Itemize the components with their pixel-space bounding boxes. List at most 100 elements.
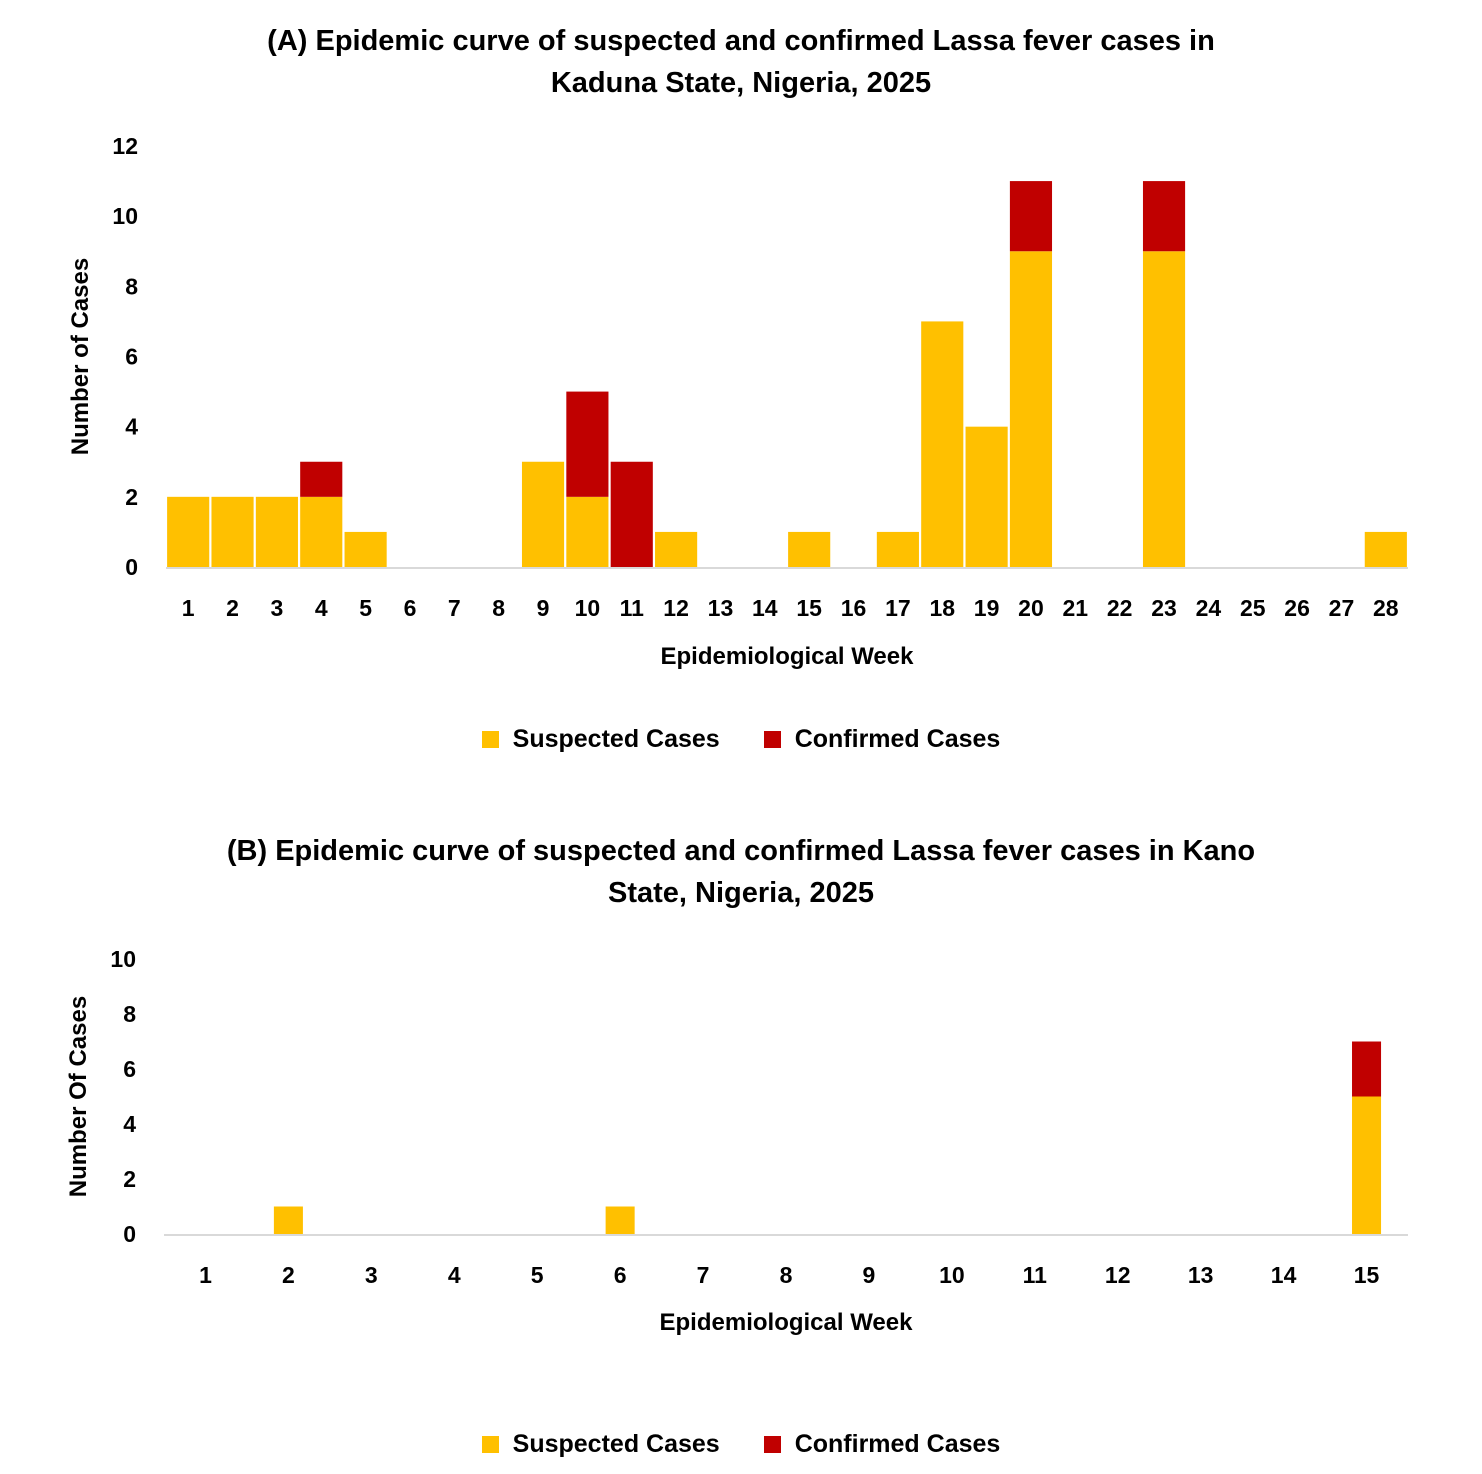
bar-suspected [344,531,387,567]
x-tick-label: 2 [226,595,239,621]
x-tick-label: 28 [1373,595,1399,621]
bar-suspected [876,531,919,567]
x-tick-label: 3 [365,1262,378,1288]
chart-b-legend: Suspected Cases Confirmed Cases [0,1430,1482,1459]
legend-item-confirmed: Confirmed Cases [763,1430,1001,1459]
x-tick-label: 5 [359,595,372,621]
x-tick-label: 7 [697,1262,710,1288]
y-tick-label: 12 [112,133,138,159]
x-tick-label: 15 [1354,1262,1380,1288]
bar-suspected [921,321,964,567]
chart-a-title-line-2: Kaduna State, Nigeria, 2025 [550,67,932,99]
x-tick-label: 8 [780,1262,793,1288]
bar-confirmed [1142,181,1186,252]
bar-suspected [273,1206,303,1234]
x-tick-label: 13 [1188,1262,1214,1288]
legend-swatch-confirmed [763,1436,781,1453]
chart-a-legend: Suspected Cases Confirmed Cases [0,725,1482,754]
x-tick-label: 14 [752,595,778,621]
x-tick-label: 10 [575,595,601,621]
legend-item-suspected: Suspected Cases [481,1430,720,1459]
x-tick-label: 23 [1151,595,1177,621]
chart-a-title-line-1: (A) Epidemic curve of suspected and conf… [267,25,1215,57]
x-tick-label: 24 [1196,595,1222,621]
bar-suspected [167,496,210,567]
bar-suspected [211,496,254,567]
x-tick-label: 15 [796,595,822,621]
x-tick-label: 26 [1284,595,1310,621]
legend-label-confirmed: Confirmed Cases [794,1430,1001,1458]
x-tick-label: 12 [1105,1262,1131,1288]
y-tick-label: 4 [125,414,138,440]
x-tick-label: 6 [614,1262,627,1288]
y-tick-label: 6 [123,1056,136,1082]
bar-suspected [1009,251,1053,567]
legend-swatch-suspected [481,731,499,748]
x-tick-label: 9 [863,1262,876,1288]
x-tick-label: 6 [404,595,417,621]
chart-b-title: (B) Epidemic curve of suspected and conf… [0,830,1482,914]
x-tick-label: 2 [282,1262,295,1288]
bar-suspected [1364,531,1407,567]
bar-suspected [655,531,698,567]
x-tick-label: 14 [1271,1262,1297,1288]
x-tick-label: 17 [885,595,911,621]
legend-item-suspected: Suspected Cases [481,725,720,754]
x-tick-label: 9 [537,595,550,621]
legend-item-confirmed: Confirmed Cases [763,725,1001,754]
legend-swatch-suspected [481,1436,499,1453]
bar-suspected [1142,251,1186,567]
bar-suspected [605,1206,635,1234]
x-tick-label: 5 [531,1262,544,1288]
x-tick-label: 1 [182,595,195,621]
y-tick-label: 10 [112,203,138,229]
x-tick-label: 4 [315,595,328,621]
legend-label-suspected: Suspected Cases [512,725,720,753]
bar-confirmed [1009,181,1053,252]
x-tick-label: 19 [974,595,1000,621]
x-axis-title: Epidemiological Week [660,1309,914,1336]
x-tick-label: 13 [708,595,734,621]
x-tick-label: 8 [492,595,505,621]
chart-b-title-line-1: (B) Epidemic curve of suspected and conf… [226,835,1256,867]
legend-label-suspected: Suspected Cases [512,1430,720,1458]
legend-swatch-confirmed [763,731,781,748]
bar-suspected [566,496,609,567]
bar-confirmed [610,461,653,567]
x-axis-title: Epidemiological Week [661,643,915,670]
bar-suspected [788,531,831,567]
x-tick-label: 16 [841,595,867,621]
y-tick-label: 8 [123,1001,136,1027]
x-tick-label: 7 [448,595,461,621]
y-tick-label: 0 [125,554,138,580]
y-tick-label: 6 [125,344,138,370]
bar-confirmed [300,461,343,497]
y-tick-label: 2 [123,1166,136,1192]
bar-suspected [1352,1096,1382,1234]
x-tick-label: 12 [663,595,689,621]
bar-suspected [965,426,1008,567]
x-tick-label: 1 [199,1262,212,1288]
x-tick-label: 11 [620,595,645,621]
x-tick-label: 4 [448,1262,461,1288]
x-tick-label: 3 [270,595,283,621]
x-tick-label: 18 [929,595,955,621]
bar-confirmed [1352,1041,1382,1097]
x-tick-label: 11 [1023,1262,1048,1288]
bar-suspected [300,496,343,567]
x-tick-label: 25 [1240,595,1266,621]
bar-confirmed [566,391,609,497]
y-tick-label: 2 [125,484,138,510]
legend-label-confirmed: Confirmed Cases [794,725,1001,753]
y-axis-title: Number Of Cases [65,996,92,1197]
bar-suspected [521,461,565,567]
y-axis-title: Number of Cases [67,258,94,455]
bar-suspected [255,496,298,567]
chart-b-title-line-2: State, Nigeria, 2025 [608,877,874,909]
x-tick-label: 21 [1063,595,1089,621]
x-tick-label: 22 [1107,595,1133,621]
x-tick-label: 10 [939,1262,965,1288]
x-tick-label: 20 [1018,595,1044,621]
